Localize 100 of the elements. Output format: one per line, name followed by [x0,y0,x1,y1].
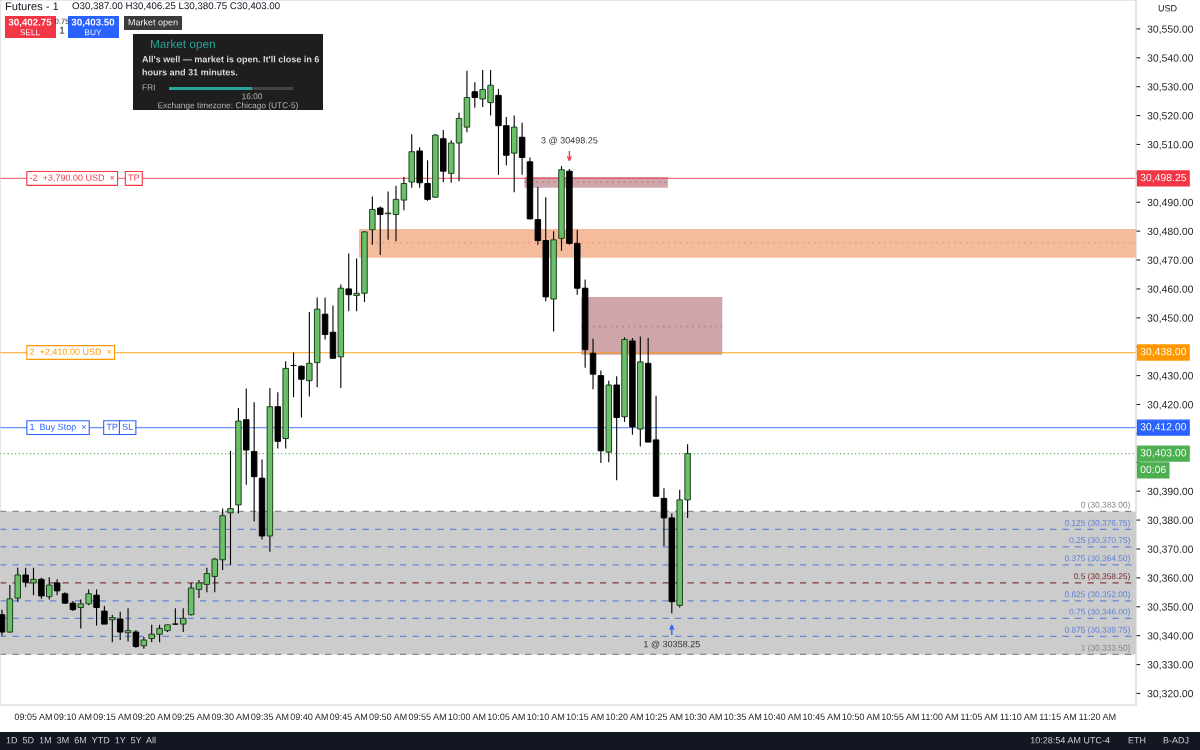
chart-subtitle: O30,387.00 H30,406.25 L30,380.75 C30,403.00 [72,2,280,11]
text: ETH [1128,737,1146,744]
y-tick-label: 30,360.00 [1147,574,1194,583]
y-tick-label: 30,390.00 [1147,487,1194,497]
x-tick-label: 09:30 AM [211,713,249,720]
candlestick [298,364,305,419]
ref-line-label: 30,438.00 [1140,347,1187,357]
x-tick-label: 10:20 AM [606,713,643,720]
candlestick [179,607,187,633]
x-tick-label: 10:05 AM [487,713,525,720]
candlestick [518,122,526,176]
chart-title: Futures - 1 [5,2,59,11]
x-tick-label: 10:15 AM [566,713,604,720]
x-tick-label: 10:25 AM [645,713,683,720]
annotation: SL [122,423,133,431]
x-tick-label: 09:50 AM [369,713,407,720]
x-tick-label: 09:05 AM [14,713,52,720]
y-tick-label: 30,550.00 [1147,25,1194,34]
y-tick-label: 30,510.00 [1147,140,1194,150]
x-tick-label: 09:40 AM [290,713,328,720]
candlestick [227,450,234,566]
ref-line-label: 0.25 (30,370.75) [1069,536,1130,545]
y-tick-label: 30,520.00 [1147,112,1194,121]
x-tick-label: 11:15 AM [1039,713,1076,720]
x-tick-label: 09:15 AM [93,713,131,720]
ref-line-label: 0 (30,383.00) [1081,501,1130,510]
annotation: 30,403.50 [71,18,115,28]
y-tick-label: 30,480.00 [1147,227,1194,237]
annotation: Market open [128,18,178,28]
text: 1D 5D 1M 3M 6M YTD 1Y 5Y All [6,736,156,744]
text: B-ADJ [1163,737,1189,744]
x-tick-label: 09:35 AM [251,713,289,720]
x-tick-label: 09:55 AM [408,713,446,720]
candlestick [132,629,140,649]
ref-line-label: 30,403.00 [1140,449,1187,458]
y-tick-label: 30,420.00 [1147,401,1194,410]
annotation: TP [106,423,118,430]
y-tick-label: 30,320.00 [1147,689,1194,699]
y-tick-label: 30,340.00 [1147,632,1194,641]
x-tick-label: 11:05 AM [961,713,998,720]
y-tick-label: 30,330.00 [1147,661,1194,670]
x-tick-label: 11:10 AM [1000,713,1037,720]
ref-line-label: 0.875 (30,339.75) [1064,626,1130,635]
x-tick-label: 09:45 AM [330,713,368,720]
y-tick-label: 30,350.00 [1147,603,1194,612]
x-tick-label: 10:45 AM [803,713,840,720]
candlestick [0,609,6,637]
ref-line-label: 30,498.25 [1140,173,1187,183]
annotation: -2 +3,790.00 USD × [29,174,115,182]
text: 00:06 [1140,465,1166,474]
candlestick [101,605,108,625]
y-tick-label: 30,530.00 [1147,83,1194,92]
x-tick-label: 09:25 AM [172,713,210,720]
annotation: 3 @ 30498.25 [541,136,598,145]
candlestick [345,252,352,312]
y-tick-label: 30,380.00 [1147,516,1194,526]
annotation: 2 +2,410.00 USD × [30,348,112,356]
annotation: FRI [142,84,155,91]
text: 10:28:54 AM UTC-4 [1030,737,1110,744]
y-tick-label: 30,540.00 [1147,54,1194,63]
y-tick-label: 30,470.00 [1147,256,1194,266]
x-tick-label: 11:00 AM [921,713,958,720]
annotation: Market open [150,39,215,51]
annotation: SELL [20,29,40,36]
annotation: All's well — market is open. It'll close in 6 [142,55,320,65]
annotation: 30,402.75 [8,18,52,28]
candlestick [22,567,29,588]
annotation: BUY [85,29,102,36]
y-tick-label: 30,370.00 [1147,545,1194,555]
annotation: 1 Buy Stop × [30,423,86,432]
ref-line-label: 0.625 (30,352.00) [1064,591,1130,599]
y-tick-label: 30,430.00 [1147,372,1194,381]
x-tick-label: 10:40 AM [763,713,801,720]
candlestick [589,338,597,390]
ref-line-label: 0.75 (30,346.00) [1069,608,1130,617]
y-tick-label: 30,460.00 [1147,285,1194,295]
y-tick-label: 30,490.00 [1147,198,1194,208]
y-tick-label: 30,450.00 [1147,314,1194,323]
candlestick [321,297,329,341]
x-tick-label: 10:00 AM [448,713,486,720]
x-tick-label: 11:20 AM [1079,713,1116,720]
annotation: 1 @ 30358.25 [644,640,700,649]
x-tick-label: 10:10 AM [527,713,565,720]
candlestick [424,159,431,202]
x-tick-label: 10:30 AM [684,713,722,720]
annotation: Exchange timezone: Chicago (UTC-5) [158,102,298,110]
candlestick [38,577,45,600]
annotation: hours and 31 minutes. [142,68,238,76]
ref-line-label: 0.125 (30,376.75) [1064,519,1130,528]
candlestick [93,588,100,627]
candlestick [116,611,124,641]
ref-line-label: 0.5 (30,358.25) [1074,573,1130,581]
x-tick-label: 10:35 AM [724,713,762,720]
x-tick-label: 10:50 AM [842,713,880,720]
x-tick-label: 09:10 AM [54,713,92,720]
annotation: 1 [60,26,65,34]
x-tick-label: 10:55 AM [882,713,919,720]
annotation: TP [128,174,140,181]
annotation: 16:00 [242,93,263,100]
x-tick-label: 09:20 AM [132,713,171,720]
